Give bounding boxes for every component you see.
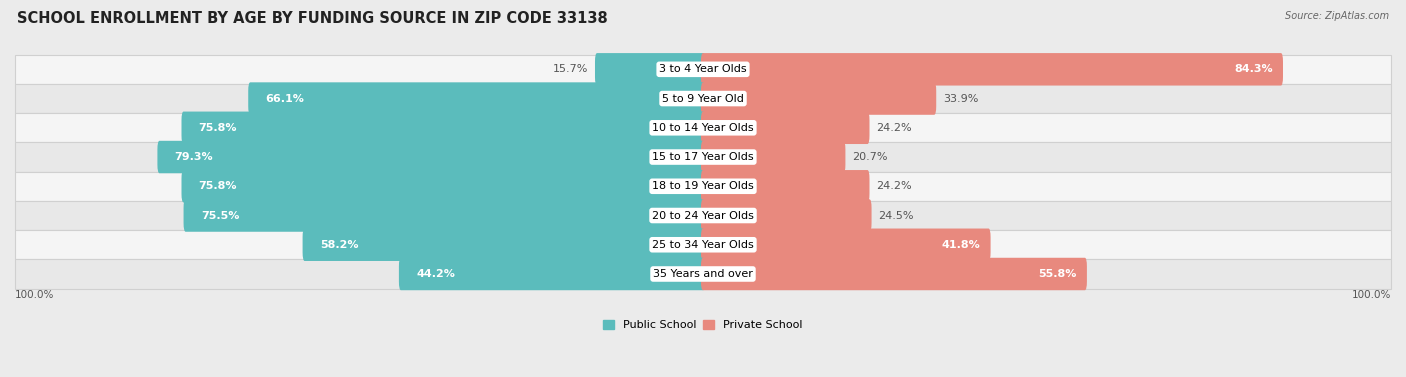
FancyBboxPatch shape [181, 170, 704, 202]
Text: 44.2%: 44.2% [416, 269, 456, 279]
Text: 10 to 14 Year Olds: 10 to 14 Year Olds [652, 123, 754, 133]
Text: 35 Years and over: 35 Years and over [652, 269, 754, 279]
Text: 5 to 9 Year Old: 5 to 9 Year Old [662, 93, 744, 104]
Text: Source: ZipAtlas.com: Source: ZipAtlas.com [1285, 11, 1389, 21]
Text: 79.3%: 79.3% [174, 152, 214, 162]
Bar [15, 230, 1391, 259]
Text: 24.2%: 24.2% [876, 181, 912, 191]
Text: 84.3%: 84.3% [1234, 64, 1272, 74]
FancyBboxPatch shape [399, 258, 704, 290]
Text: 15 to 17 Year Olds: 15 to 17 Year Olds [652, 152, 754, 162]
Text: 75.8%: 75.8% [198, 181, 238, 191]
Text: 15.7%: 15.7% [553, 64, 588, 74]
FancyBboxPatch shape [702, 53, 1284, 86]
FancyBboxPatch shape [595, 53, 704, 86]
FancyBboxPatch shape [702, 170, 869, 202]
FancyBboxPatch shape [184, 199, 704, 232]
Text: 100.0%: 100.0% [1351, 290, 1391, 300]
FancyBboxPatch shape [702, 228, 991, 261]
Text: 75.8%: 75.8% [198, 123, 238, 133]
Bar [15, 84, 1391, 113]
Text: 58.2%: 58.2% [319, 240, 359, 250]
Text: 55.8%: 55.8% [1038, 269, 1077, 279]
Legend: Public School, Private School: Public School, Private School [599, 315, 807, 334]
FancyBboxPatch shape [702, 199, 872, 232]
Text: 25 to 34 Year Olds: 25 to 34 Year Olds [652, 240, 754, 250]
FancyBboxPatch shape [181, 112, 704, 144]
Text: 100.0%: 100.0% [15, 290, 55, 300]
Bar [15, 172, 1391, 201]
Text: 18 to 19 Year Olds: 18 to 19 Year Olds [652, 181, 754, 191]
Text: 20 to 24 Year Olds: 20 to 24 Year Olds [652, 210, 754, 221]
Text: 20.7%: 20.7% [852, 152, 887, 162]
Text: 66.1%: 66.1% [266, 93, 304, 104]
FancyBboxPatch shape [702, 141, 845, 173]
Bar [15, 113, 1391, 143]
FancyBboxPatch shape [157, 141, 704, 173]
Text: SCHOOL ENROLLMENT BY AGE BY FUNDING SOURCE IN ZIP CODE 33138: SCHOOL ENROLLMENT BY AGE BY FUNDING SOUR… [17, 11, 607, 26]
Bar [15, 55, 1391, 84]
Text: 24.5%: 24.5% [879, 210, 914, 221]
Bar [15, 201, 1391, 230]
FancyBboxPatch shape [249, 82, 704, 115]
Bar [15, 143, 1391, 172]
FancyBboxPatch shape [702, 112, 869, 144]
Text: 3 to 4 Year Olds: 3 to 4 Year Olds [659, 64, 747, 74]
Text: 33.9%: 33.9% [943, 93, 979, 104]
FancyBboxPatch shape [702, 82, 936, 115]
FancyBboxPatch shape [302, 228, 704, 261]
Text: 24.2%: 24.2% [876, 123, 912, 133]
Text: 75.5%: 75.5% [201, 210, 239, 221]
Bar [15, 259, 1391, 289]
Text: 41.8%: 41.8% [942, 240, 980, 250]
FancyBboxPatch shape [702, 258, 1087, 290]
